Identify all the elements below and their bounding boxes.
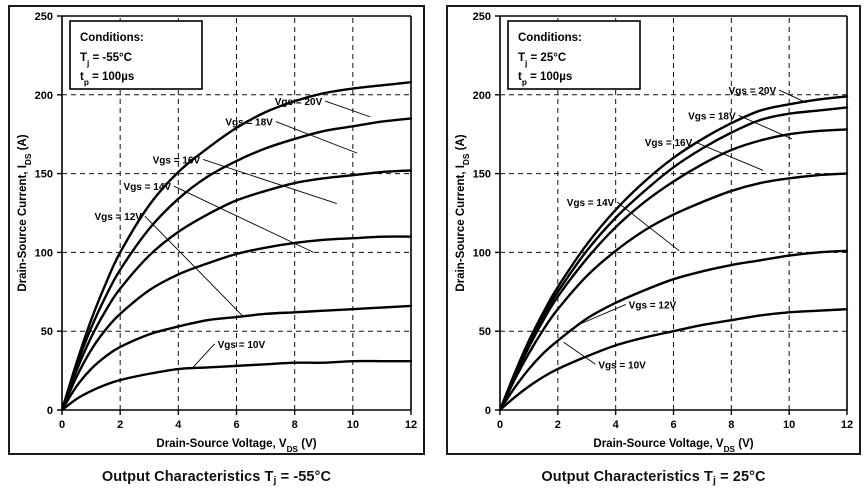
curve-vgs-10v bbox=[498, 307, 849, 412]
conditions-pulse-width: tp = 100µs bbox=[518, 71, 572, 87]
conditions-temperature: Tj = 25°C bbox=[518, 52, 566, 68]
curve-vgs-12v bbox=[498, 249, 849, 412]
curve-vgs-14v bbox=[60, 235, 413, 412]
y-tick-label: 200 bbox=[35, 90, 53, 102]
curve-vgs-18v bbox=[498, 106, 849, 412]
conditions-temperature: Tj = -55°C bbox=[80, 52, 132, 68]
x-tick-label: 10 bbox=[347, 419, 359, 431]
y-tick-label: 200 bbox=[473, 90, 491, 102]
chart-panel-left: 0 50 100 150 200 250 0 2 4 6 8 10 12 Drain-Source Vol… bbox=[8, 5, 425, 455]
caption-left-subscript: j bbox=[273, 475, 277, 487]
curve-vgs-18v bbox=[60, 117, 413, 412]
curve-annotations: Vgs = 20V Vgs = 18V Vgs = 16V Vgs = 14V Vgs … bbox=[563, 86, 807, 371]
x-tick-label: 2 bbox=[555, 419, 561, 431]
x-axis-title: Drain-Source Voltage, VDS (V) bbox=[156, 438, 316, 453]
y-tick-label: 50 bbox=[41, 326, 53, 338]
chart-right-svg: 0 50 100 150 200 250 0 2 4 6 8 10 12 Drain-Source Vol… bbox=[455, 11, 853, 453]
x-tick-label: 12 bbox=[405, 419, 417, 431]
curve-vgs-16v bbox=[498, 128, 849, 412]
leader-line bbox=[191, 343, 216, 370]
leader-line bbox=[738, 114, 793, 140]
annotation-vgs-10v: Vgs = 10V bbox=[598, 360, 646, 371]
x-tick-label: 0 bbox=[497, 419, 503, 431]
annotation-vgs-18v: Vgs = 18V bbox=[688, 111, 736, 122]
annotation-vgs-14v: Vgs = 14V bbox=[124, 182, 172, 193]
chart-panel-right: 0 50 100 150 200 250 0 2 4 6 8 10 12 Drain-Source Vol… bbox=[446, 5, 861, 455]
x-tick-label: 6 bbox=[670, 419, 676, 431]
caption-right-subscript: j bbox=[712, 475, 716, 487]
curve-vgs-14v bbox=[498, 172, 849, 412]
x-axis-title: Drain-Source Voltage, VDS (V) bbox=[593, 438, 753, 453]
conditions-box-border bbox=[507, 20, 641, 90]
x-tick-label: 8 bbox=[292, 419, 298, 431]
axes: 0 50 100 150 200 250 0 2 4 6 8 10 12 Drain-Source Vol… bbox=[17, 11, 417, 453]
caption-left-suffix: = -55°C bbox=[276, 469, 332, 485]
leader-line bbox=[778, 89, 807, 104]
annotation-vgs-12v: Vgs = 12V bbox=[94, 212, 142, 223]
annotation-vgs-10v: Vgs = 10V bbox=[218, 340, 266, 351]
x-tick-label: 8 bbox=[728, 419, 734, 431]
conditions-pulse-width: tp = 100µs bbox=[80, 71, 134, 87]
y-tick-label: 0 bbox=[485, 405, 491, 417]
leader-line bbox=[202, 158, 337, 204]
curve-vgs-12v bbox=[60, 304, 413, 412]
leader-line bbox=[616, 201, 680, 252]
annotation-vgs-18v: Vgs = 18V bbox=[225, 118, 273, 129]
y-axis-title: Drain-Source Current, IDS (A) bbox=[455, 134, 471, 291]
caption-right-suffix: = 25°C bbox=[715, 469, 766, 485]
leader-line bbox=[577, 303, 626, 326]
leader-line bbox=[325, 100, 371, 118]
x-tick-label: 12 bbox=[841, 419, 853, 431]
y-axis-title: Drain-Source Current, IDS (A) bbox=[17, 134, 33, 291]
conditions-box: Conditions: Tj = -55°C tp = 100µs bbox=[69, 20, 203, 90]
x-tick-label: 6 bbox=[233, 419, 239, 431]
caption-left-chart: Output Characteristics Tj = -55°C bbox=[8, 462, 425, 492]
x-tick-label: 0 bbox=[59, 419, 65, 431]
x-tick-label: 10 bbox=[783, 419, 795, 431]
curve-vgs-10v bbox=[60, 359, 413, 412]
annotation-vgs-20v: Vgs = 20V bbox=[275, 97, 323, 108]
annotation-vgs-16v: Vgs = 16V bbox=[645, 138, 693, 149]
caption-right-prefix: Output Characteristics T bbox=[541, 469, 713, 485]
chart-left-svg: 0 50 100 150 200 250 0 2 4 6 8 10 12 Drain-Source Vol… bbox=[17, 11, 417, 453]
leader-line bbox=[275, 121, 358, 154]
y-tick-label: 250 bbox=[35, 11, 53, 23]
x-tick-label: 4 bbox=[175, 419, 182, 431]
y-tick-label: 100 bbox=[35, 247, 53, 259]
leader-line bbox=[695, 141, 764, 171]
caption-right-chart: Output Characteristics Tj = 25°C bbox=[446, 462, 861, 492]
curves bbox=[498, 95, 849, 412]
conditions-box-border bbox=[69, 20, 203, 90]
x-tick-label: 4 bbox=[613, 419, 620, 431]
y-tick-label: 150 bbox=[35, 169, 53, 181]
curve-vgs-20v bbox=[498, 95, 849, 412]
x-tick-label: 2 bbox=[117, 419, 123, 431]
y-tick-label: 100 bbox=[473, 247, 491, 259]
annotation-vgs-12v: Vgs = 12V bbox=[629, 300, 677, 311]
annotation-vgs-16v: Vgs = 16V bbox=[153, 155, 201, 166]
curves bbox=[60, 80, 413, 412]
leader-line bbox=[563, 341, 596, 365]
axes: 0 50 100 150 200 250 0 2 4 6 8 10 12 Drain-Source Vol… bbox=[455, 11, 853, 453]
leader-line bbox=[144, 215, 245, 318]
conditions-heading: Conditions: bbox=[80, 32, 144, 44]
conditions-box: Conditions: Tj = 25°C tp = 100µs bbox=[507, 20, 641, 90]
curve-vgs-16v bbox=[60, 169, 413, 412]
conditions-heading: Conditions: bbox=[518, 32, 582, 44]
leader-line bbox=[173, 185, 314, 253]
y-tick-label: 150 bbox=[473, 169, 491, 181]
annotation-vgs-20v: Vgs = 20V bbox=[729, 86, 777, 97]
y-tick-label: 0 bbox=[47, 405, 53, 417]
y-tick-label: 50 bbox=[479, 326, 491, 338]
annotation-vgs-14v: Vgs = 14V bbox=[567, 198, 615, 209]
caption-left-prefix: Output Characteristics T bbox=[101, 469, 274, 485]
y-tick-label: 250 bbox=[473, 11, 491, 23]
curve-vgs-20v bbox=[60, 80, 413, 412]
